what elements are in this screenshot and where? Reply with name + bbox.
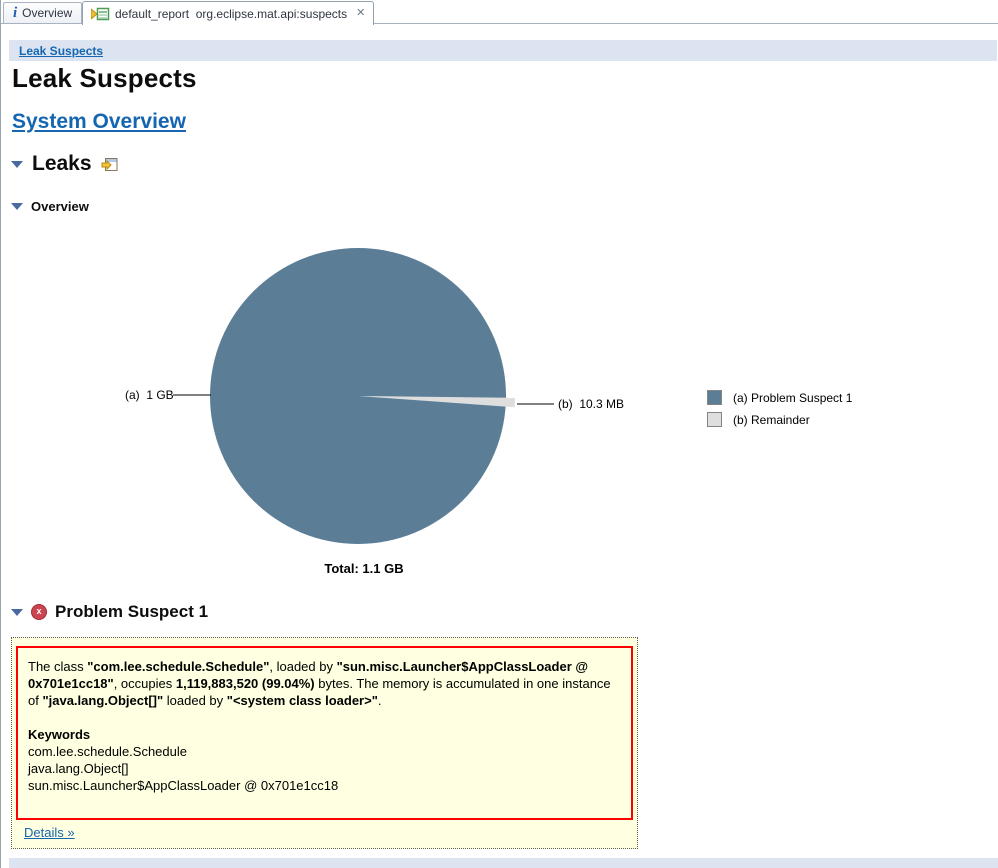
paragraph-segment: , loaded by bbox=[269, 659, 337, 674]
legend-label: (b) Remainder bbox=[733, 412, 810, 427]
collapse-arrow-icon[interactable] bbox=[11, 608, 23, 616]
collapse-arrow-icon[interactable] bbox=[11, 203, 23, 210]
breadcrumb-link-leak-suspects[interactable]: Leak Suspects bbox=[19, 43, 104, 58]
keywords-block: Keywords com.lee.schedule.Schedule java.l… bbox=[28, 726, 621, 794]
keyword-line: com.lee.schedule.Schedule bbox=[28, 744, 187, 759]
suspect-highlight-box: The class "com.lee.schedule.Schedule", l… bbox=[16, 646, 633, 820]
paragraph-segment: "java.lang.Object[]" bbox=[42, 693, 164, 708]
breadcrumb: Leak Suspects bbox=[9, 40, 997, 61]
keywords-list: com.lee.schedule.Schedule java.lang.Objec… bbox=[28, 743, 621, 794]
paragraph-segment: . bbox=[377, 693, 382, 708]
collapse-arrow-icon[interactable] bbox=[11, 160, 23, 168]
pie-total-label: Total: 1.1 GB bbox=[324, 561, 404, 576]
editor-tab-bar: i Overview default_report org.eclipse.ma… bbox=[1, 0, 998, 25]
keyword-line: sun.misc.Launcher$AppClassLoader @ 0x701… bbox=[28, 778, 339, 793]
pie-slice-remainder[interactable] bbox=[358, 396, 515, 408]
legend-label: (a) Problem Suspect 1 bbox=[733, 390, 853, 405]
suspect-paragraph: The class "com.lee.schedule.Schedule", l… bbox=[28, 658, 621, 709]
error-icon: x bbox=[31, 604, 47, 620]
legend-swatch bbox=[707, 390, 722, 405]
paragraph-segment: "<system class loader>" bbox=[226, 693, 378, 708]
legend-swatch bbox=[707, 412, 722, 427]
report-icon bbox=[91, 7, 110, 20]
section-overview: Overview bbox=[11, 199, 89, 214]
section-leaks: Leaks bbox=[11, 152, 118, 176]
suspect-description-panel: The class "com.lee.schedule.Schedule", l… bbox=[11, 637, 638, 849]
pie-chart bbox=[173, 248, 554, 544]
paragraph-segment: bytes. The memory is accumulated in one … bbox=[28, 676, 611, 708]
tab-suspects-label: default_report org.eclipse.mat.api:suspe… bbox=[115, 6, 348, 21]
leaks-heading: Leaks bbox=[32, 152, 92, 175]
overview-heading: Overview bbox=[31, 199, 89, 214]
section-problem-suspect-1: x Problem Suspect 1 bbox=[11, 602, 208, 622]
details-link[interactable]: Details » bbox=[24, 825, 75, 840]
paragraph-segment: "com.lee.schedule.Schedule" bbox=[87, 659, 270, 674]
pie-callout-a: (a) 1 GB bbox=[125, 388, 174, 402]
system-overview-link[interactable]: System Overview bbox=[12, 110, 186, 133]
paragraph-segment: , occupies bbox=[113, 676, 176, 691]
paragraph-segment: loaded by bbox=[163, 693, 227, 708]
problem-suspect-heading: Problem Suspect 1 bbox=[55, 602, 209, 621]
tab-overview-label: Overview bbox=[22, 6, 73, 20]
next-section-band bbox=[9, 858, 998, 868]
keywords-heading: Keywords bbox=[28, 727, 91, 742]
paragraph-segment: "sun.misc.Launcher$AppClassLoader @ 0x70… bbox=[28, 659, 589, 691]
close-icon[interactable]: ✕ bbox=[356, 7, 366, 19]
paragraph-segment: The class bbox=[28, 659, 88, 674]
legend-row: (b) Remainder bbox=[707, 412, 852, 427]
legend-row: (a) Problem Suspect 1 bbox=[707, 390, 852, 405]
tab-suspects[interactable]: default_report org.eclipse.mat.api:suspe… bbox=[82, 1, 375, 25]
paragraph-segment: 1,119,883,520 (99.04%) bbox=[175, 676, 315, 691]
tab-overview[interactable]: i Overview bbox=[3, 2, 83, 23]
open-in-window-icon[interactable] bbox=[101, 157, 118, 172]
info-icon: i bbox=[13, 4, 18, 21]
page-title: Leak Suspects bbox=[12, 63, 197, 93]
pie-legend: (a) Problem Suspect 1 (b) Remainder bbox=[707, 390, 852, 427]
keyword-line: java.lang.Object[] bbox=[28, 761, 129, 776]
pie-callout-b: (b) 10.3 MB bbox=[558, 397, 625, 411]
